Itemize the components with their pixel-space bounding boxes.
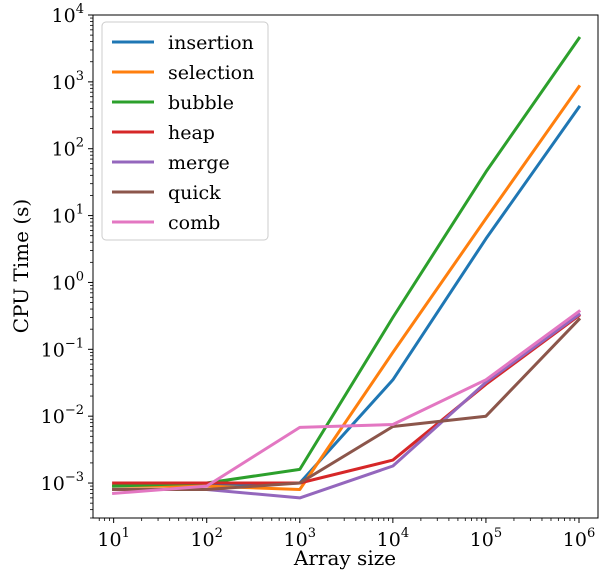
y-axis-label: CPU Time (s) [9, 199, 33, 333]
legend-label-quick: quick [168, 182, 221, 204]
y-tick-label: 101 [52, 203, 84, 228]
x-tick-label: 106 [563, 526, 595, 551]
y-tick-label: 10−1 [41, 336, 84, 361]
x-tick-label: 103 [284, 526, 316, 551]
legend-label-merge: merge [168, 152, 230, 174]
legend-label-bubble: bubble [168, 92, 234, 114]
series-line-heap [112, 313, 582, 485]
y-tick-label: 100 [52, 269, 84, 294]
series-line-quick [112, 317, 582, 491]
y-tick-label: 10−2 [41, 403, 84, 428]
legend-box [101, 21, 269, 241]
y-axis: 10−3 10−2 10−1 100 101 102 103 104 [41, 2, 93, 519]
y-tick-label: 102 [52, 136, 84, 161]
x-tick-label: 104 [377, 526, 409, 551]
x-tick-label: 102 [190, 526, 222, 551]
series-layer [111, 36, 582, 500]
series-line-comb [111, 309, 582, 496]
legend-label-comb: comb [168, 212, 220, 234]
legend: insertion selection bubble heap merge quick co… [101, 21, 269, 241]
plot-frame [92, 14, 599, 519]
x-axis-label: Array size [293, 546, 396, 570]
y-tick-label: 10−3 [41, 470, 84, 495]
legend-label-heap: heap [168, 122, 215, 144]
legend-label-selection: selection [168, 62, 254, 84]
y-tick-label: 104 [52, 2, 84, 27]
x-tick-label: 105 [470, 526, 502, 551]
x-tick-label: 101 [97, 526, 129, 551]
y-tick-label: 103 [52, 69, 84, 94]
legend-label-insertion: insertion [168, 32, 254, 54]
